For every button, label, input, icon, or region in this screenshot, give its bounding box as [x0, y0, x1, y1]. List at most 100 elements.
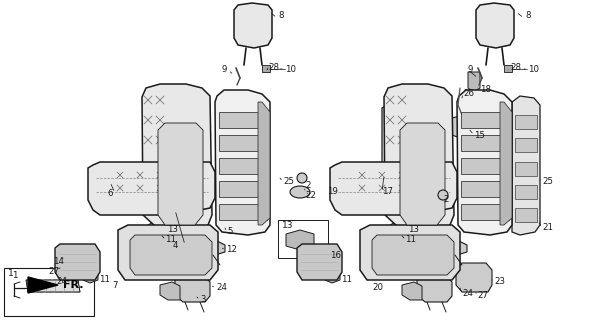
- Polygon shape: [142, 84, 212, 232]
- Ellipse shape: [438, 190, 448, 200]
- Text: 24: 24: [216, 284, 227, 292]
- Polygon shape: [286, 230, 314, 250]
- Polygon shape: [62, 280, 71, 292]
- Polygon shape: [390, 221, 412, 238]
- Text: 27: 27: [477, 292, 488, 300]
- Polygon shape: [258, 102, 270, 225]
- Text: 20: 20: [372, 284, 383, 292]
- Polygon shape: [219, 181, 267, 197]
- Polygon shape: [461, 112, 509, 128]
- Text: 11: 11: [341, 276, 352, 284]
- Polygon shape: [28, 277, 58, 293]
- Text: 15: 15: [474, 131, 485, 140]
- Text: 23: 23: [494, 277, 505, 286]
- Polygon shape: [360, 225, 460, 280]
- Text: 27: 27: [48, 268, 59, 276]
- Polygon shape: [71, 280, 80, 292]
- Text: 13: 13: [408, 226, 419, 235]
- Polygon shape: [515, 185, 537, 199]
- Polygon shape: [402, 282, 422, 300]
- Polygon shape: [417, 275, 452, 302]
- Polygon shape: [382, 103, 416, 195]
- Polygon shape: [219, 112, 267, 128]
- Polygon shape: [53, 280, 62, 292]
- Polygon shape: [500, 102, 512, 225]
- Polygon shape: [461, 135, 509, 151]
- Text: 22: 22: [305, 190, 316, 199]
- Polygon shape: [476, 3, 514, 48]
- Polygon shape: [35, 280, 44, 292]
- Polygon shape: [55, 244, 100, 280]
- Polygon shape: [118, 225, 218, 280]
- Polygon shape: [200, 240, 225, 255]
- Ellipse shape: [290, 186, 310, 198]
- Polygon shape: [452, 115, 472, 138]
- Text: FR.: FR.: [63, 280, 83, 290]
- Polygon shape: [400, 123, 445, 225]
- Text: 11: 11: [165, 236, 176, 244]
- Bar: [4, 268, 94, 316]
- Polygon shape: [83, 268, 98, 283]
- Text: 4: 4: [173, 241, 178, 250]
- Text: 8: 8: [278, 11, 283, 20]
- Polygon shape: [44, 280, 53, 292]
- Text: 21: 21: [542, 223, 553, 233]
- Text: 6: 6: [107, 188, 113, 197]
- Text: 5: 5: [227, 228, 232, 236]
- Polygon shape: [88, 162, 215, 215]
- Text: 9: 9: [222, 66, 227, 75]
- Text: 9: 9: [468, 66, 473, 75]
- Polygon shape: [442, 240, 467, 255]
- Text: 19: 19: [327, 188, 338, 196]
- Text: 2: 2: [443, 196, 449, 204]
- Polygon shape: [515, 138, 537, 152]
- Polygon shape: [457, 90, 512, 235]
- Text: 17: 17: [382, 188, 393, 196]
- Polygon shape: [262, 65, 270, 72]
- Text: 28: 28: [268, 63, 279, 73]
- Polygon shape: [219, 158, 267, 174]
- Text: 10: 10: [285, 65, 296, 74]
- Polygon shape: [372, 235, 454, 275]
- Polygon shape: [219, 135, 267, 151]
- Text: 18: 18: [480, 85, 491, 94]
- Text: 12: 12: [226, 245, 237, 254]
- Text: 16: 16: [330, 251, 341, 260]
- Text: 7: 7: [112, 281, 118, 290]
- Polygon shape: [515, 208, 537, 222]
- Polygon shape: [297, 244, 342, 280]
- Polygon shape: [130, 235, 212, 275]
- Bar: [278, 220, 328, 258]
- Polygon shape: [26, 280, 80, 292]
- Text: 14: 14: [53, 258, 64, 267]
- Polygon shape: [515, 115, 537, 129]
- Text: 25: 25: [542, 178, 553, 187]
- Polygon shape: [515, 162, 537, 176]
- Text: 28: 28: [510, 63, 521, 73]
- Text: 13: 13: [282, 221, 294, 230]
- Polygon shape: [215, 90, 270, 235]
- Polygon shape: [234, 3, 272, 48]
- Polygon shape: [160, 282, 180, 300]
- Polygon shape: [330, 162, 457, 215]
- Text: 10: 10: [528, 65, 539, 74]
- Polygon shape: [26, 280, 35, 292]
- Text: 1: 1: [8, 269, 13, 278]
- Text: 11: 11: [405, 236, 416, 244]
- Text: 8: 8: [525, 11, 530, 20]
- Text: 11: 11: [99, 276, 110, 284]
- Polygon shape: [461, 158, 509, 174]
- Polygon shape: [504, 65, 512, 72]
- Text: 1: 1: [12, 270, 18, 279]
- Polygon shape: [461, 204, 509, 220]
- Polygon shape: [512, 96, 540, 235]
- Polygon shape: [468, 72, 480, 92]
- Polygon shape: [148, 221, 170, 238]
- Text: 13: 13: [167, 226, 178, 235]
- Text: 3: 3: [200, 295, 205, 305]
- Text: 26: 26: [463, 89, 474, 98]
- Polygon shape: [461, 181, 509, 197]
- Polygon shape: [158, 123, 203, 225]
- Text: 2: 2: [305, 180, 311, 189]
- Polygon shape: [325, 268, 340, 283]
